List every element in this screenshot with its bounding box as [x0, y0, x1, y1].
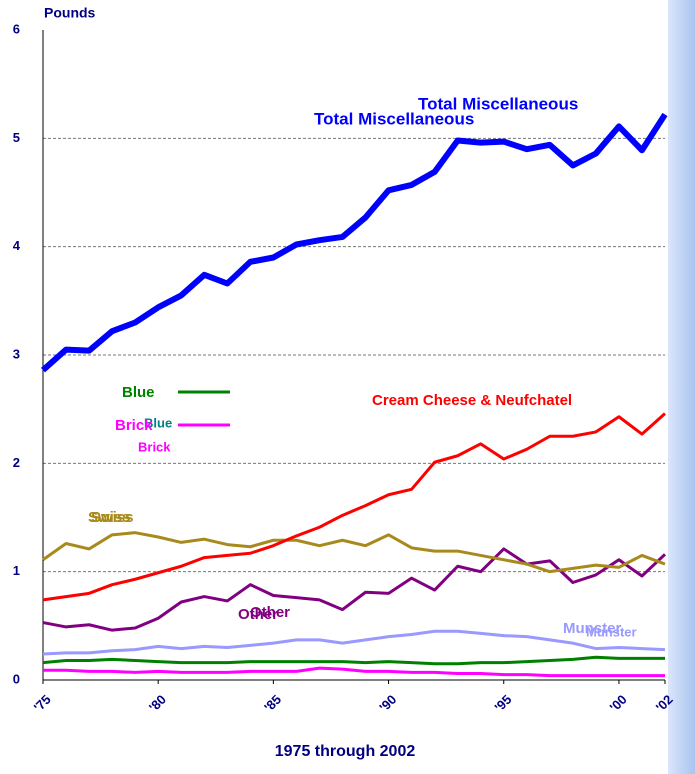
y-tick-label: 0: [13, 671, 20, 686]
series-label: Swiss: [91, 509, 134, 526]
series-line: [42, 412, 666, 602]
series-label: Other: [238, 606, 278, 623]
y-tick-label: 5: [13, 130, 20, 145]
series-label: Total Miscellaneous: [314, 109, 474, 128]
series-line: [42, 547, 667, 632]
y-axis-label: Pounds: [44, 5, 96, 21]
series-line: [42, 531, 666, 574]
series-label: Blue: [122, 384, 155, 401]
y-tick-label: 4: [13, 238, 21, 253]
side-strip: [668, 0, 695, 774]
series-label: Brick: [115, 417, 153, 434]
series-label: Blue: [144, 415, 172, 430]
series-line: [42, 629, 666, 656]
series-label: Other: [250, 604, 290, 621]
series-line: [42, 655, 665, 666]
series-label: Swiss: [88, 509, 131, 526]
series-label: Munster: [586, 624, 637, 639]
series-line: [43, 666, 665, 678]
series-label: Brick: [138, 439, 171, 454]
y-tick-label: 2: [13, 455, 20, 470]
series-label: Total Miscellaneous: [418, 94, 578, 113]
series-line: [41, 112, 668, 373]
y-tick-label: 6: [13, 21, 20, 36]
series-label: Cream Cheese & Neufchatel: [372, 392, 572, 409]
y-tick-label: 1: [13, 563, 20, 578]
y-tick-label: 3: [13, 346, 20, 361]
x-axis-label: 1975 through 2002: [275, 743, 416, 760]
series-label: Munster: [563, 620, 622, 637]
